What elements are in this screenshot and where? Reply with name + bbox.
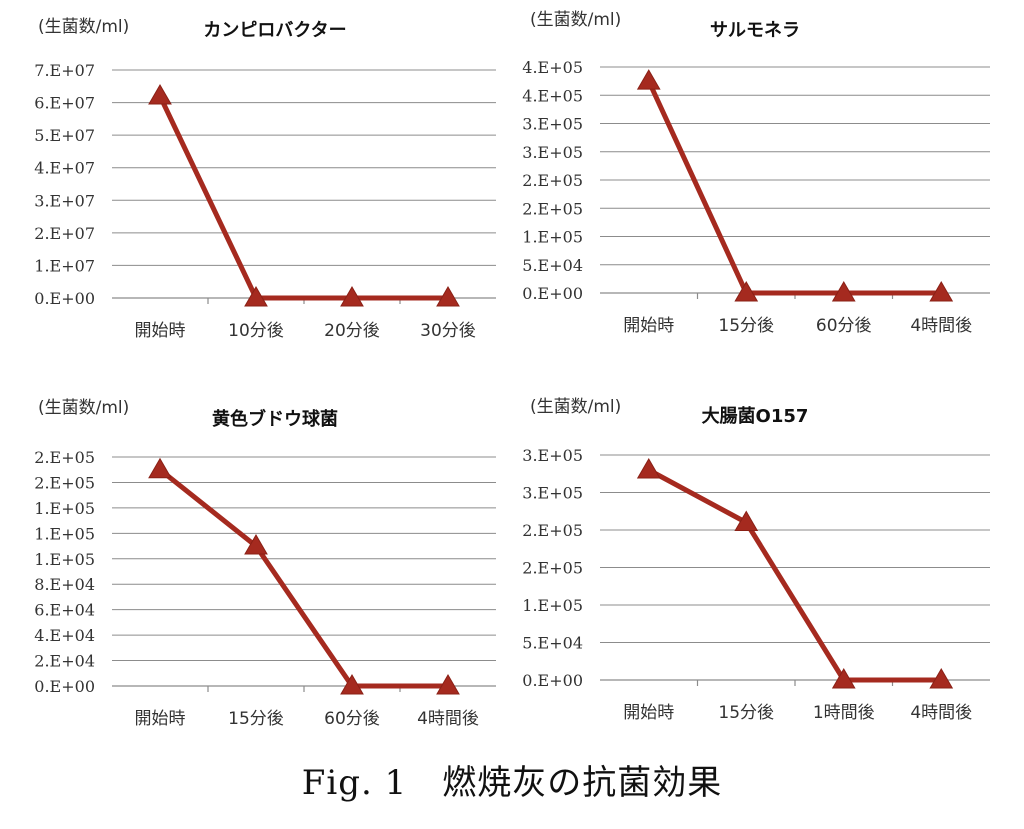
- chart-3-ytick-label: 1.E+05: [34, 524, 95, 543]
- chart-3-xtick-label: 15分後: [228, 709, 284, 729]
- chart-1-series-line: [157, 94, 448, 301]
- chart-3-series-line: [158, 467, 448, 689]
- chart-2-xtick-label: 開始時: [623, 316, 674, 336]
- chart-1-ytick-label: 7.E+07: [34, 61, 95, 80]
- chart-1-ylabel: (生菌数/ml): [38, 17, 129, 37]
- chart-2-ylabel: (生菌数/ml): [530, 10, 621, 30]
- chart-2-series-line: [646, 80, 942, 296]
- chart-2-ytick-label: 5.E+04: [522, 256, 583, 275]
- chart-3-ytick-label: 4.E+04: [34, 626, 95, 645]
- chart-2-xtick-label: 60分後: [816, 316, 872, 336]
- chart-2-ytick-label: 4.E+05: [522, 58, 583, 77]
- chart-4-xtick-label: 1時間後: [813, 703, 875, 723]
- chart-3-ytick-label: 2.E+05: [34, 448, 95, 467]
- chart-3-title: 黄色ブドウ球菌: [212, 408, 338, 430]
- chart-1-ytick-label: 5.E+07: [34, 126, 95, 145]
- figure-caption: Fig. 1 燃焼灰の抗菌効果: [301, 763, 723, 803]
- chart-4-data-point: [929, 668, 954, 689]
- chart-4-title: 大腸菌O157: [702, 405, 809, 427]
- chart-1-xtick-label: 開始時: [135, 321, 186, 341]
- chart-3-xtick-label: 開始時: [135, 709, 186, 729]
- chart-4-ytick-label: 0.E+00: [522, 671, 583, 690]
- chart-3-ytick-label: 8.E+04: [34, 575, 95, 594]
- chart-1-xtick-label: 10分後: [228, 321, 284, 341]
- chart-4-data-point: [734, 510, 759, 531]
- chart-2-title: サルモネラ: [710, 20, 800, 41]
- chart-1-data-point: [148, 84, 172, 105]
- chart-2-xtick-label: 4時間後: [910, 316, 972, 336]
- chart-2-data-point: [636, 69, 661, 90]
- chart-1-data-point: [340, 286, 364, 307]
- chart-1-data-point: [436, 286, 460, 307]
- chart-3-ytick-label: 0.E+00: [34, 677, 95, 696]
- chart-3-ylabel: (生菌数/ml): [38, 398, 129, 418]
- chart-3-ytick-label: 1.E+05: [34, 550, 95, 569]
- chart-2-ytick-label: 1.E+05: [522, 228, 583, 247]
- chart-4-xtick-label: 15分後: [718, 703, 774, 723]
- chart-2-ytick-label: 3.E+05: [522, 143, 583, 162]
- chart-4-xtick-label: 開始時: [623, 703, 674, 723]
- chart-4-ytick-label: 2.E+05: [522, 521, 583, 540]
- chart-3-data-point: [436, 674, 460, 695]
- chart-1-ytick-label: 1.E+07: [34, 256, 95, 275]
- chart-2-ytick-label: 2.E+05: [522, 199, 583, 218]
- chart-4-data-point: [831, 668, 856, 689]
- chart-2-data-point: [831, 281, 856, 302]
- chart-1-xtick-label: 30分後: [420, 321, 476, 341]
- chart-3-data-point: [340, 674, 364, 695]
- chart-2-ytick-label: 4.E+05: [522, 86, 583, 105]
- chart-4-xtick-label: 4時間後: [910, 703, 972, 723]
- chart-4-ytick-label: 3.E+05: [522, 484, 583, 503]
- charts-canvas: (生菌数/ml) カンピロバクター 0.E+00 1.E+07 2.E+07 3.E+07…: [34, 10, 990, 729]
- chart-2-ytick-label: 2.E+05: [522, 171, 583, 190]
- chart-3-ytick-label: 6.E+04: [34, 601, 95, 620]
- chart-4-series-line: [647, 467, 942, 683]
- chart-4-data-point: [636, 458, 661, 479]
- chart-2-data-point: [734, 281, 759, 302]
- chart-4-ytick-label: 3.E+05: [522, 446, 583, 465]
- chart-2-ytick-label: 3.E+05: [522, 115, 583, 134]
- chart-4-ytick-label: 5.E+04: [522, 634, 583, 653]
- chart-2-ytick-label: 0.E+00: [522, 284, 583, 303]
- chart-3-ytick-label: 1.E+05: [34, 499, 95, 518]
- chart-4-ylabel: (生菌数/ml): [530, 397, 621, 417]
- chart-2-xtick-label: 15分後: [718, 316, 774, 336]
- chart-2-data-point: [929, 281, 954, 302]
- chart-1-data-point: [244, 286, 268, 307]
- chart-1-title: カンピロバクター: [203, 20, 346, 41]
- chart-1-xtick-label: 20分後: [324, 321, 380, 341]
- chart-3-xtick-label: 4時間後: [417, 709, 479, 729]
- chart-3-ytick-label: 2.E+04: [34, 652, 95, 671]
- chart-1-ytick-label: 6.E+07: [34, 94, 95, 113]
- chart-1-ytick-label: 2.E+07: [34, 224, 95, 243]
- chart-4-ytick-label: 2.E+05: [522, 559, 583, 578]
- chart-3-data-point: [244, 534, 268, 555]
- chart-1-ytick-label: 0.E+00: [34, 289, 95, 308]
- chart-1-ytick-label: 3.E+07: [34, 191, 95, 210]
- chart-1-ytick-label: 4.E+07: [34, 159, 95, 178]
- chart-4-ytick-label: 1.E+05: [522, 596, 583, 615]
- chart-3-xtick-label: 60分後: [324, 709, 380, 729]
- chart-3-data-point: [148, 457, 172, 479]
- chart-3-ytick-label: 2.E+05: [34, 473, 95, 492]
